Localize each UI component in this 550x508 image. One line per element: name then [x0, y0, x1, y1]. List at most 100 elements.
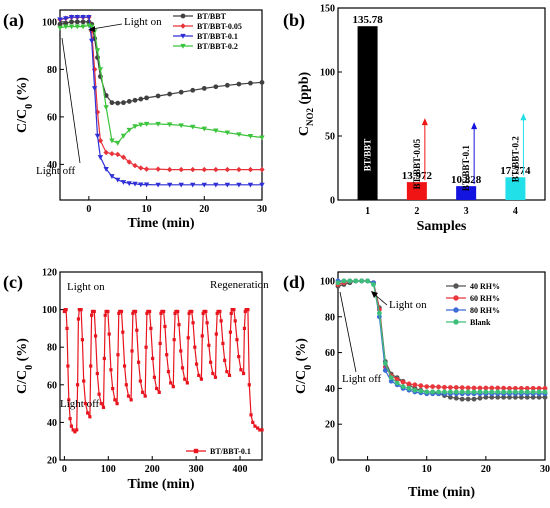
panel-c-data-point — [147, 309, 152, 314]
panel-a-data-point — [259, 166, 265, 173]
panel-a-data-point — [224, 82, 230, 88]
panel-d-data-point — [430, 384, 436, 389]
panel-c-data-point — [107, 332, 111, 336]
panel-c-data-point — [109, 368, 113, 372]
panel-c-data-point — [247, 383, 251, 387]
panel-c-data-point — [145, 311, 149, 315]
panel-d-x-tick-label: 30 — [540, 464, 550, 475]
panel-d-data-point — [495, 385, 501, 391]
panel-a-data-point — [126, 127, 132, 133]
panel-c-y-tick-label: 60 — [47, 380, 57, 391]
panel-d-data-point — [412, 387, 418, 393]
panel-c-data-point — [140, 390, 145, 394]
panel-d-data-point — [376, 310, 382, 316]
panel-d-data-point — [477, 395, 483, 401]
panel-c-data-point — [213, 375, 218, 379]
panel-c-data-point — [76, 317, 81, 321]
panel-c-label: (c) — [3, 272, 23, 293]
panel-b: 0501001501135.78BT/BBT213.972BT/BBT-0.05… — [283, 4, 546, 234]
panel-a-data-point — [97, 137, 104, 144]
panel-a-x-tick-label: 10 — [142, 204, 152, 215]
panel-a-data-point — [236, 182, 242, 188]
panel-d-data-point — [465, 385, 471, 391]
panel-a-data-point — [224, 166, 231, 173]
panel-a-data-point — [109, 150, 115, 157]
panel-d-data-point — [471, 385, 477, 391]
panel-d-data-point — [453, 395, 459, 401]
panel-a-arrow-light-off — [61, 37, 81, 164]
panel-d-annotation-light-on: Light on — [389, 299, 427, 311]
panel-c-x-axis-label: Time (min) — [127, 477, 194, 492]
panel-a-data-point — [166, 122, 173, 128]
panel-a-data-point — [138, 165, 144, 171]
panel-d-y-tick-label: 20 — [325, 420, 335, 431]
panel-c-data-point — [253, 424, 257, 428]
panel-c-data-point — [204, 309, 208, 314]
panel-d-data-point — [453, 385, 459, 390]
panel-c-series-line-0 — [63, 309, 262, 433]
panel-a-data-point — [80, 15, 86, 20]
panel-d-legend-marker — [453, 295, 459, 301]
panel-c-data-point — [90, 313, 94, 317]
panel-a-data-point — [103, 167, 109, 172]
panel-a-data-point — [69, 19, 74, 25]
panel-d-data-point — [501, 389, 506, 395]
panel-a-data-point — [68, 15, 75, 20]
panel-c-data-point — [239, 368, 243, 372]
panel-a-data-point — [94, 133, 101, 139]
panel-b-x-tick-label: 2 — [414, 206, 419, 217]
panel-c-data-point — [166, 370, 171, 374]
panel-c-data-point — [201, 311, 205, 315]
panel-a-data-point — [126, 159, 132, 165]
panel-a-data-point — [144, 95, 149, 101]
panel-b-y-tick-label: 50 — [325, 132, 335, 143]
panel-c-data-point — [144, 345, 148, 349]
panel-a-data-point — [126, 181, 132, 187]
panel-d-x-tick-label: 10 — [422, 464, 432, 475]
panel-d-data-point — [471, 389, 477, 395]
panel-c-data-point — [119, 309, 124, 314]
panel-a-data-point — [143, 121, 150, 127]
panel-d-data-point — [424, 389, 430, 395]
panel-a-data-point — [109, 174, 115, 179]
panel-c-data-point — [103, 313, 107, 317]
panel-d-data-point — [483, 385, 489, 391]
panel-c-data-point — [83, 402, 88, 406]
panel-a-legend-marker — [180, 33, 186, 39]
panel-a-annotation-light-off: Light off — [36, 165, 76, 177]
panel-a-data-point — [115, 151, 121, 158]
panel-d-data-point — [424, 384, 430, 389]
panel-c-data-point — [149, 326, 153, 330]
panel-a-y-tick-label: 80 — [47, 65, 57, 76]
panel-c-data-point — [246, 308, 250, 312]
panel-d-data-point — [430, 389, 436, 395]
panel-a-data-point — [166, 166, 173, 173]
panel-a-data-point — [57, 25, 63, 31]
panel-d-data-point — [341, 278, 347, 284]
panel-a-data-point — [178, 166, 184, 173]
panel-c-data-point — [169, 381, 173, 385]
panel-a-data-point — [190, 124, 196, 130]
panel-c-data-point — [121, 330, 125, 334]
panel-d-legend-marker — [453, 319, 459, 325]
panel-a-data-point — [80, 19, 86, 25]
panel-d-data-point — [447, 385, 453, 390]
panel-c-annotation-light-off: Light off — [60, 398, 100, 410]
panel-a-data-point — [120, 133, 127, 139]
panel-d-data-point — [394, 380, 400, 386]
panel-d-data-point — [382, 360, 388, 366]
panel-d-data-point — [388, 375, 394, 381]
panel-a-data-point — [248, 80, 253, 86]
panel-a-data-point — [213, 182, 219, 188]
panel-c-data-point — [159, 311, 163, 315]
panel-c-annotation-light-on: Light on — [67, 281, 105, 293]
panel-a-x-tick-label: 0 — [86, 204, 91, 215]
panel-d-data-point — [459, 396, 465, 402]
panel-d-data-point — [465, 396, 471, 402]
panel-c-legend-entry: BT/BBT-0.1 — [210, 447, 251, 456]
panel-c-data-point — [211, 371, 215, 376]
panel-a-legend-entry: BT/BBT-0.2 — [197, 42, 238, 51]
panel-d-y-axis-label: C/C0 (%) — [294, 338, 314, 394]
panel-d-data-point — [335, 280, 341, 286]
panel-b-bar-arrowhead — [520, 113, 527, 121]
